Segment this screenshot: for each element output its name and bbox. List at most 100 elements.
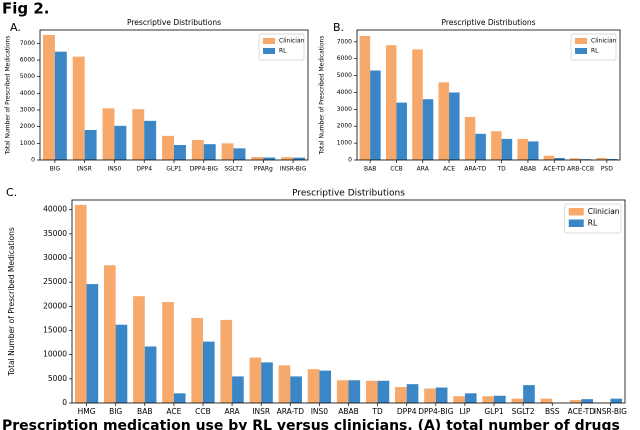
- x-tick-label: GLP1: [166, 166, 182, 173]
- legend-swatch: [568, 219, 584, 227]
- bar: [319, 370, 332, 403]
- bar: [54, 51, 67, 160]
- bar: [370, 70, 381, 160]
- bar: [114, 125, 127, 160]
- bar: [115, 324, 128, 403]
- y-tick-label: 1000: [337, 140, 352, 147]
- bar: [491, 131, 502, 160]
- chart-title: Prescriptive Distributions: [292, 189, 405, 199]
- bar: [348, 380, 361, 403]
- bar: [527, 141, 539, 160]
- bar: [191, 317, 203, 403]
- x-tick-label: ACE: [443, 166, 455, 173]
- y-tick-label: 0: [31, 157, 35, 164]
- x-tick-label: BIG: [50, 166, 61, 173]
- x-tick-label: HMG: [78, 407, 96, 416]
- bar: [422, 99, 434, 160]
- bar: [543, 155, 555, 160]
- bar: [144, 346, 157, 403]
- y-tick-label: 4000: [20, 90, 35, 97]
- y-tick-label: 0: [62, 398, 67, 407]
- x-tick-label: ABAB: [338, 407, 359, 416]
- bar: [365, 380, 378, 403]
- x-tick-label: ARA-TD: [464, 166, 486, 173]
- y-tick-label: 1000: [20, 140, 35, 147]
- bar: [482, 396, 495, 403]
- caption: Prescription medication use by RL versus…: [2, 418, 620, 430]
- bar: [290, 376, 302, 403]
- x-tick-label: ARA: [224, 407, 240, 416]
- x-tick-label: INS0: [311, 407, 329, 416]
- y-tick-label: 5000: [20, 73, 35, 80]
- bar: [449, 92, 460, 160]
- legend-label: Clinician: [591, 38, 617, 45]
- x-tick-label: PPARg: [254, 166, 273, 173]
- bar: [233, 148, 246, 160]
- bar: [377, 380, 390, 403]
- legend-label: Clinician: [588, 207, 620, 216]
- bar: [435, 387, 448, 403]
- bar: [494, 395, 506, 403]
- y-axis-label: Total Number of Prescribed Medications: [7, 227, 16, 377]
- legend-label: RL: [591, 48, 599, 55]
- bar: [523, 385, 535, 403]
- x-tick-label: DPP4-BIG: [418, 407, 453, 416]
- plot-frame: [356, 29, 621, 161]
- bar: [606, 158, 618, 160]
- bar: [570, 158, 581, 160]
- bar: [173, 393, 186, 403]
- figure-label: Fig 2.: [2, 0, 49, 18]
- chart-title: Prescriptive Distributions: [441, 18, 535, 27]
- y-tick-label: 3000: [20, 107, 35, 114]
- x-tick-label: CCB: [195, 407, 211, 416]
- y-tick-label: 2000: [337, 123, 352, 130]
- legend-swatch: [575, 38, 587, 44]
- plot-frame: [71, 199, 626, 404]
- bar: [336, 380, 349, 403]
- bar: [162, 301, 174, 403]
- bar: [438, 82, 450, 160]
- bar: [359, 35, 371, 161]
- bar: [202, 341, 215, 403]
- x-tick-label: CCB: [390, 166, 403, 173]
- chart-title: Prescriptive Distributions: [127, 18, 221, 27]
- x-tick-label: ARB-CCB: [567, 166, 594, 173]
- x-tick-label: INSR-BIG: [280, 166, 307, 173]
- x-tick-label: SGLT2: [512, 407, 535, 416]
- y-tick-label: 7000: [337, 38, 352, 45]
- bar: [84, 130, 97, 160]
- panel-label: C.: [6, 186, 17, 199]
- bar: [569, 400, 582, 403]
- bar: [511, 398, 524, 403]
- x-tick-label: BSS: [545, 407, 560, 416]
- y-tick-label: 20000: [43, 301, 67, 310]
- x-tick-label: ARA: [417, 166, 430, 173]
- bar: [396, 102, 407, 160]
- x-tick-label: DPP4: [397, 407, 417, 416]
- bar: [453, 396, 465, 403]
- bar: [162, 135, 174, 160]
- bar: [610, 398, 623, 403]
- bar: [406, 384, 419, 403]
- x-tick-label: ACE-TD: [543, 166, 565, 173]
- bar: [74, 204, 87, 403]
- x-tick-label: PSD: [601, 166, 613, 173]
- legend-label: RL: [588, 218, 598, 227]
- x-tick-label: ABAB: [520, 166, 536, 173]
- x-tick-label: INSR: [252, 407, 270, 416]
- x-tick-label: ACE: [166, 407, 181, 416]
- x-tick-label: INS0: [107, 166, 121, 173]
- bar: [540, 398, 553, 403]
- y-tick-label: 35000: [43, 229, 67, 238]
- y-tick-label: 15000: [43, 326, 67, 335]
- bar: [307, 369, 320, 403]
- x-tick-label: ACE-TD: [568, 407, 596, 416]
- legend-swatch: [575, 48, 587, 54]
- bar: [133, 296, 145, 403]
- x-tick-label: TD: [371, 407, 383, 416]
- bar: [42, 35, 55, 160]
- bar: [220, 319, 233, 403]
- y-tick-label: 4000: [337, 89, 352, 96]
- bar: [249, 357, 262, 403]
